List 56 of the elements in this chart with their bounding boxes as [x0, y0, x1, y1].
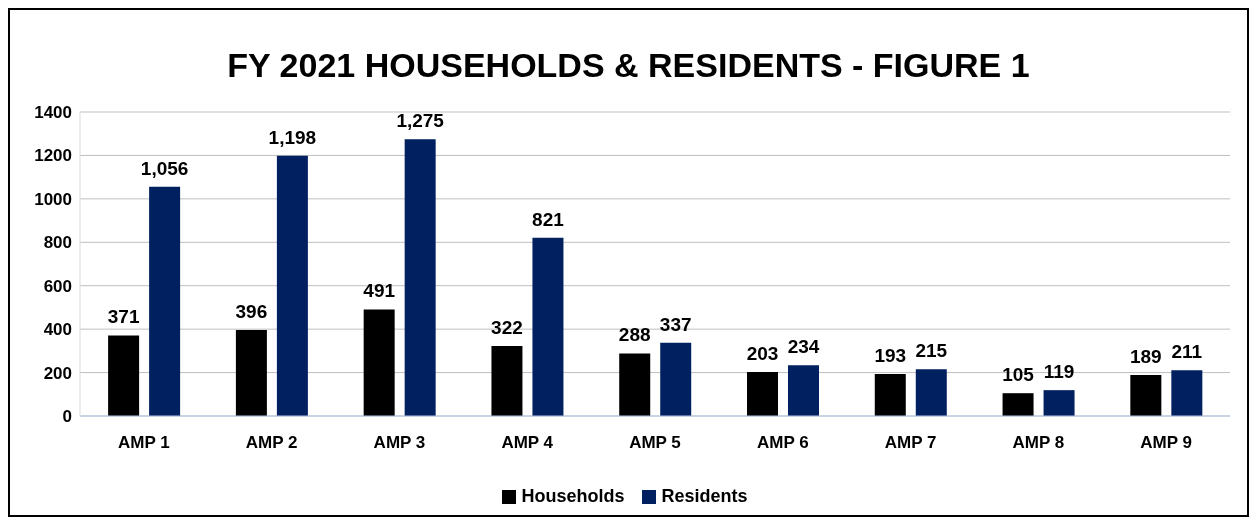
x-tick-label: AMP 8: [1012, 433, 1065, 453]
x-tick-label: AMP 9: [1140, 433, 1192, 453]
x-tick-label: AMP 6: [756, 433, 809, 453]
bar: [788, 365, 819, 416]
x-tick-label: AMP 7: [884, 433, 937, 453]
y-tick-label: 400: [43, 320, 72, 340]
bar: [1002, 393, 1034, 416]
chart-title: FY 2021 HOUSEHOLDS & RESIDENTS - FIGURE 1: [226, 45, 1031, 86]
bar: [874, 374, 906, 416]
bar: [276, 155, 308, 416]
x-tick-label: AMP 4: [501, 433, 554, 453]
bar: [491, 346, 523, 416]
data-label: 1,275: [396, 110, 445, 132]
y-tick-label: 1000: [34, 189, 72, 209]
bar: [532, 237, 564, 416]
bar: [1171, 370, 1203, 416]
legend-label: Households: [520, 486, 625, 507]
data-label: 1,198: [268, 126, 317, 148]
data-label: 821: [532, 208, 565, 230]
data-label: 491: [363, 280, 396, 302]
bar: [108, 335, 140, 416]
data-label: 189: [1129, 345, 1162, 367]
y-tick-label: 0: [62, 407, 72, 427]
data-label: 337: [659, 313, 692, 335]
bar: [363, 309, 395, 416]
x-tick-label: AMP 3: [373, 433, 426, 453]
bar: [619, 353, 651, 416]
data-label: 1,056: [140, 157, 189, 179]
bar: [149, 186, 181, 416]
x-tick-label: AMP 2: [245, 433, 298, 453]
data-label: 119: [1043, 361, 1075, 383]
data-label: 193: [874, 345, 907, 367]
bar: [1043, 390, 1075, 416]
bar: [235, 330, 267, 416]
data-label: 322: [491, 317, 523, 339]
legend-label: Residents: [660, 486, 748, 507]
bar: [915, 369, 947, 416]
data-label: 105: [1002, 364, 1035, 386]
x-tick-label: AMP 5: [629, 433, 681, 453]
bar: [404, 139, 436, 416]
y-tick-label: 200: [43, 363, 72, 383]
x-tick-label: AMP 1: [118, 433, 170, 453]
data-label: 211: [1171, 341, 1203, 363]
y-tick-label: 600: [43, 276, 72, 296]
data-label: 288: [618, 324, 651, 346]
bar: [747, 371, 778, 416]
y-tick-label: 1400: [34, 103, 72, 123]
data-label: 234: [787, 336, 820, 358]
data-label: 371: [107, 306, 140, 328]
data-label: 396: [235, 301, 268, 323]
data-label: 203: [746, 342, 779, 364]
data-label: 215: [915, 340, 948, 362]
bar: [1130, 374, 1162, 416]
bar: [660, 342, 692, 416]
y-tick-label: 800: [43, 233, 72, 253]
y-tick-label: 1200: [34, 146, 72, 166]
